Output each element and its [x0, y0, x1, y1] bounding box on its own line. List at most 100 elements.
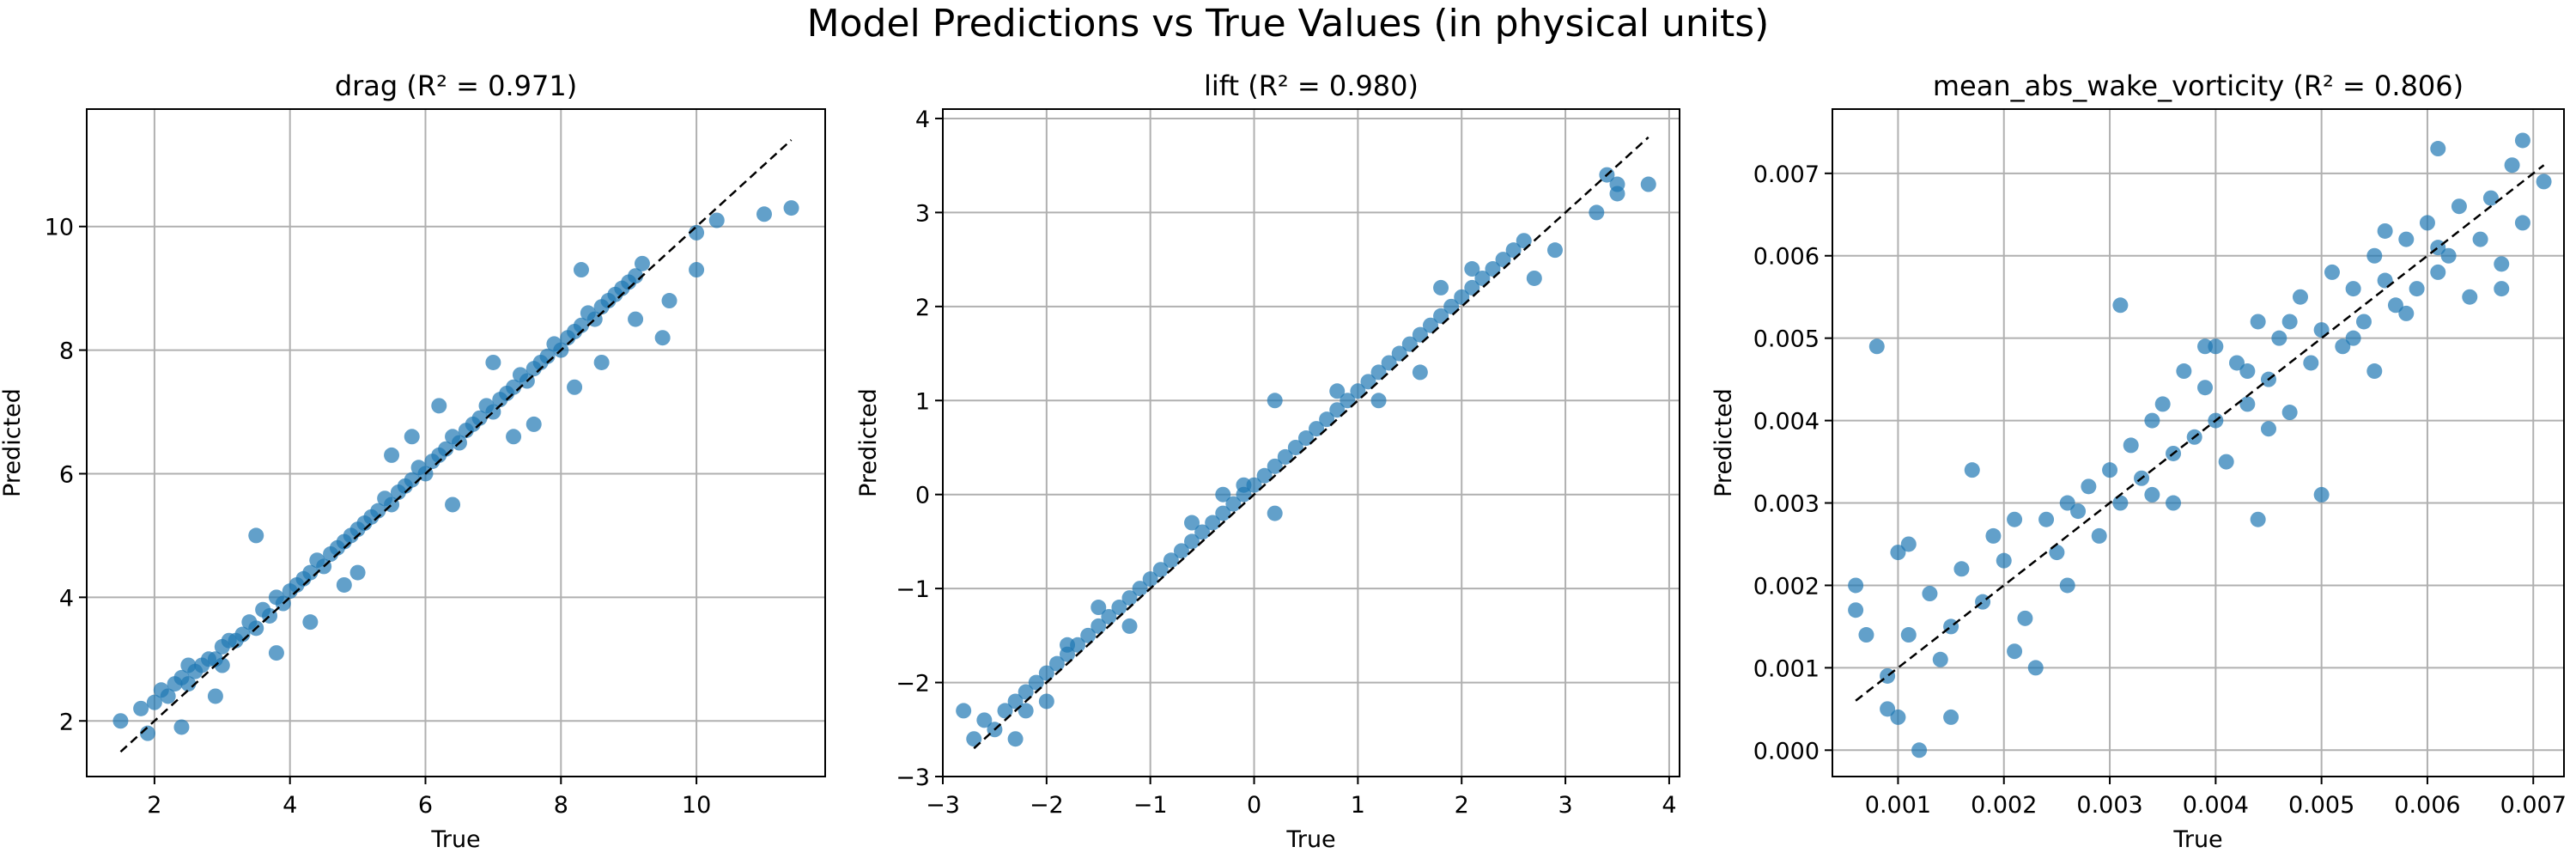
- scatter-point: [1381, 355, 1397, 371]
- y-tick-label: 0.005: [1753, 326, 1820, 353]
- scatter-point: [2176, 363, 2192, 380]
- scatter-point: [2281, 405, 2298, 421]
- scatter-point: [1526, 270, 1542, 286]
- scatter-point: [2102, 462, 2118, 478]
- scatter-points: [956, 167, 1656, 747]
- scatter-point: [1329, 383, 1346, 399]
- scatter-point: [1505, 242, 1522, 259]
- y-tick-label: 4: [59, 585, 74, 612]
- scatter-point: [2377, 272, 2393, 289]
- scatter-point: [2398, 305, 2415, 321]
- scatter-point: [1964, 462, 1980, 478]
- scatter-point: [573, 317, 589, 333]
- scatter-point: [573, 262, 589, 278]
- scatter-point: [2218, 454, 2234, 470]
- y-tick-label: 0.002: [1753, 573, 1820, 600]
- scatter-point: [1890, 709, 1906, 725]
- scatter-point: [471, 410, 488, 426]
- scatter-point: [1142, 571, 1158, 588]
- scatter-point: [2292, 289, 2308, 305]
- scatter-point: [2419, 215, 2435, 231]
- scatter-point: [2494, 256, 2510, 272]
- x-tick-label: 8: [554, 792, 568, 819]
- scatter-point: [2017, 610, 2033, 626]
- identity-reference-line: [973, 136, 1649, 750]
- scatter-point: [1277, 448, 1293, 465]
- y-axis-label: Predicted: [0, 388, 26, 497]
- scatter-point: [2409, 281, 2425, 297]
- scatter-point: [2070, 503, 2087, 520]
- scatter-point: [593, 354, 610, 370]
- scatter-point: [1391, 345, 1407, 362]
- x-tick-label: 0.001: [1865, 792, 1931, 819]
- scatter-point: [2229, 355, 2245, 371]
- y-tick-label: 0.004: [1753, 409, 1820, 436]
- scatter-point: [1329, 402, 1346, 418]
- scatter-point: [689, 262, 705, 278]
- x-tick-label: 0.004: [2183, 792, 2249, 819]
- scatter-point: [1516, 233, 1532, 249]
- scatter-point: [976, 712, 993, 728]
- scatter-point: [567, 379, 583, 395]
- scatter-point: [1132, 581, 1148, 597]
- scatter-point: [2345, 281, 2361, 297]
- scatter-point: [2208, 338, 2224, 355]
- panel-1: 2 4 6 8 10 2 4 6 8 10 drag (R² = 0.971) True Predict…: [0, 70, 826, 853]
- y-tick-label: 0.003: [1753, 491, 1820, 518]
- scatter-point: [2091, 527, 2107, 544]
- x-axis-label: True: [1285, 826, 1335, 853]
- scatter-point: [1370, 364, 1387, 381]
- y-axis-label: Predicted: [855, 388, 882, 497]
- scatter-point: [2239, 363, 2256, 380]
- scatter-point: [445, 497, 461, 513]
- scatter-point: [1495, 252, 1511, 268]
- scatter-point: [1340, 393, 1356, 409]
- scatter-point: [2430, 141, 2446, 157]
- scatter-point: [173, 719, 190, 735]
- scatter-point: [506, 429, 522, 445]
- scatter-point: [2387, 297, 2403, 314]
- scatter-point: [1911, 742, 1928, 758]
- scatter-point: [1589, 204, 1605, 221]
- scatter-point: [2366, 247, 2383, 264]
- scatter-point: [1184, 515, 1200, 531]
- scatter-point: [2197, 338, 2214, 355]
- scatter-point: [1060, 637, 1076, 653]
- scatter-point: [1091, 618, 1107, 634]
- scatter-point: [2398, 231, 2415, 247]
- scatter-point: [634, 255, 650, 271]
- x-tick-label: 1: [1351, 792, 1365, 819]
- x-tick-label: 4: [283, 792, 297, 819]
- x-tick-label: 6: [418, 792, 433, 819]
- scatter-point: [2355, 314, 2372, 330]
- scatter-point: [1985, 527, 2002, 544]
- x-tick-label: 4: [1662, 792, 1676, 819]
- scatter-point: [1454, 289, 1470, 305]
- x-tick-label: 3: [1558, 792, 1572, 819]
- scatter-point: [485, 354, 501, 370]
- identity-reference-line: [119, 139, 793, 753]
- scatter-point: [2472, 231, 2488, 247]
- scatter-point: [1922, 586, 1938, 602]
- scatter-point: [2239, 396, 2256, 412]
- scatter-point: [2154, 396, 2171, 412]
- scatter-points: [1848, 132, 2552, 758]
- scatter-point: [2377, 222, 2393, 239]
- scatter-point: [2144, 486, 2160, 503]
- scatter-point: [1848, 577, 1864, 594]
- scatter-point: [1890, 545, 1906, 561]
- scatter-point: [1152, 562, 1169, 578]
- scatter-point: [1900, 627, 1917, 643]
- y-tick-label: 1: [915, 388, 930, 415]
- scatter-point: [1996, 552, 2012, 569]
- scatter-point: [404, 429, 420, 445]
- scatter-point: [302, 614, 319, 631]
- scatter-point: [2250, 314, 2266, 330]
- scatter-point: [966, 731, 982, 747]
- scatter-point: [207, 688, 223, 704]
- scatter-point: [2166, 495, 2182, 511]
- y-tick-label: 2: [59, 709, 74, 735]
- scatter-point: [1412, 364, 1428, 381]
- scatter-point: [2112, 495, 2129, 511]
